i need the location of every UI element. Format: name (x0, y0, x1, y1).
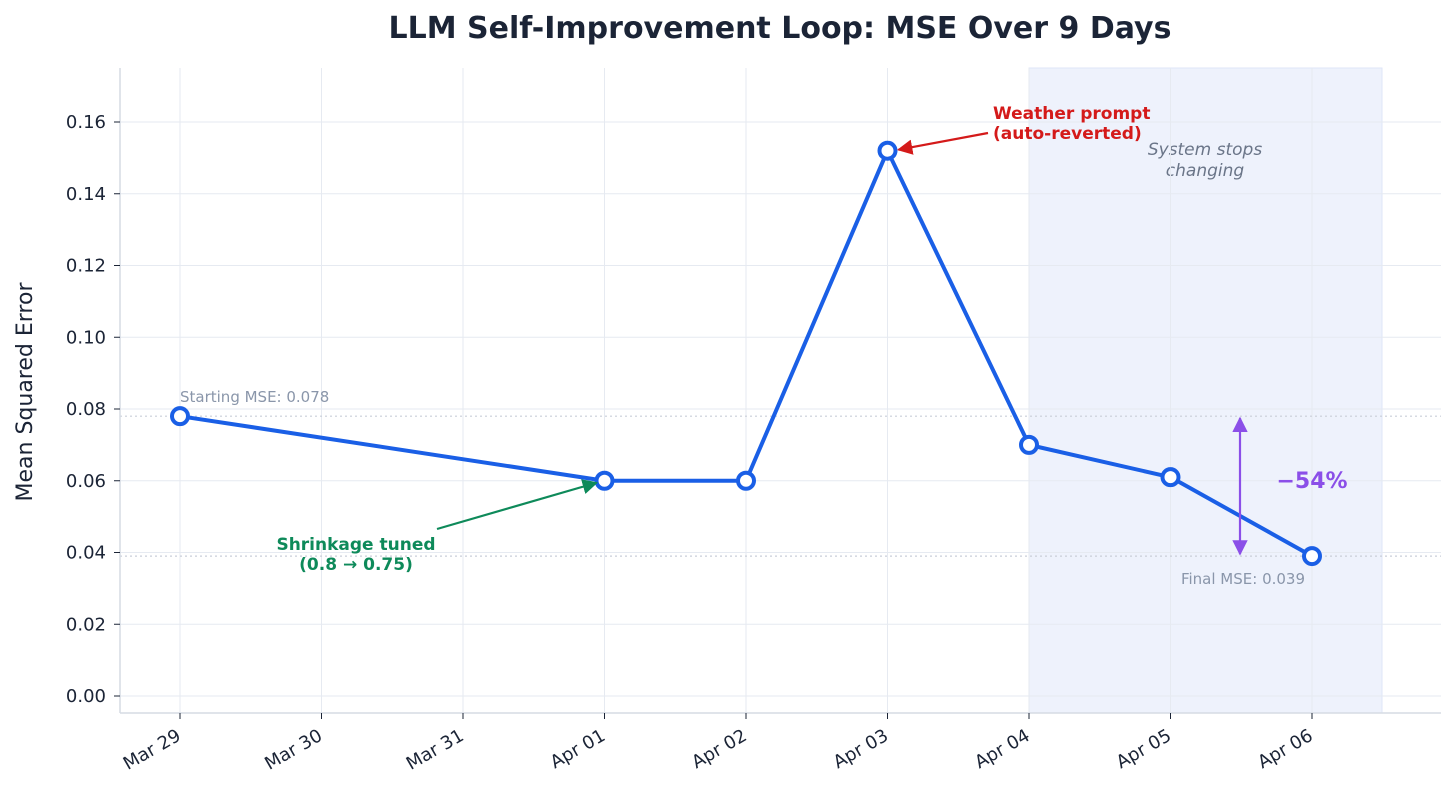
data-point (1302, 546, 1322, 567)
y-axis-label: Mean Squared Error (13, 282, 38, 502)
y-tick-label: 0.16 (66, 112, 106, 133)
weather-prompt-arrow (896, 131, 989, 155)
final-mse-label: Final MSE: 0.039 (1181, 570, 1305, 588)
shrinkage-annotation: Shrinkage tuned (276, 535, 435, 555)
starting-mse-label: Starting MSE: 0.078 (180, 388, 329, 406)
y-tick-label: 0.08 (66, 399, 106, 420)
y-tick-label: 0.12 (66, 256, 106, 277)
x-tick-label: Mar 31 (403, 725, 468, 774)
data-point (170, 406, 190, 427)
weather-prompt-annotation: Weather prompt (993, 104, 1150, 124)
x-tick-label: Mar 30 (261, 725, 326, 774)
region-label-line: changing (1166, 161, 1245, 181)
y-tick-label: 0.00 (66, 686, 106, 707)
data-point (1160, 467, 1181, 488)
x-tick-label: Apr 01 (547, 725, 609, 773)
data-point (1019, 434, 1039, 455)
data-point (877, 140, 898, 161)
chart-title: LLM Self-Improvement Loop: MSE Over 9 Da… (389, 11, 1172, 46)
y-tick-label: 0.02 (66, 614, 106, 635)
x-tick-label: Apr 04 (971, 725, 1033, 773)
y-tick-label: 0.10 (66, 327, 106, 348)
y-tick-label: 0.06 (66, 471, 106, 492)
x-tick-label: Mar 29 (120, 725, 185, 774)
shrinkage-arrow (436, 479, 598, 531)
y-tick-label: 0.14 (66, 184, 106, 205)
data-point (736, 470, 756, 491)
stable-region-shading (1028, 67, 1383, 714)
x-tick-label: Apr 05 (1113, 725, 1175, 773)
x-tick-label: Apr 03 (830, 725, 892, 773)
shrinkage-annotation: (0.8 → 0.75) (299, 555, 413, 575)
data-point (594, 470, 615, 491)
x-tick-label: Apr 06 (1254, 725, 1316, 773)
weather-prompt-annotation: (auto-reverted) (993, 124, 1142, 144)
region-label-line: System stops (1148, 140, 1263, 160)
x-tick-label: Apr 02 (688, 725, 750, 773)
change-percent-label: −54% (1276, 469, 1347, 494)
y-tick-label: 0.04 (66, 543, 106, 564)
